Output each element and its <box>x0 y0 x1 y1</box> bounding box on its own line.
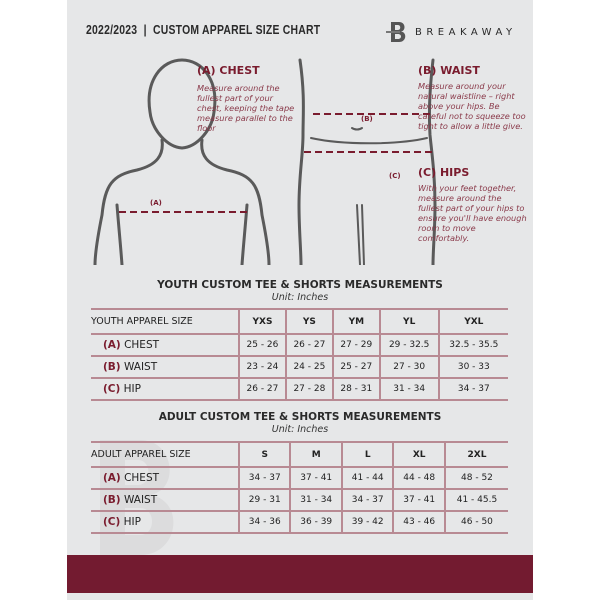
table-header-row: ADULT APPAREL SIZE S M L XL 2XL <box>91 441 508 468</box>
size-header: 2XL <box>443 441 508 468</box>
cell: 29 - 31 <box>237 489 291 512</box>
chest-marker: (A) <box>150 199 162 207</box>
size-header: M <box>289 441 342 468</box>
size-header: YXS <box>238 308 286 335</box>
cell: 41 - 44 <box>340 467 394 490</box>
breakaway-logo-icon <box>386 22 406 42</box>
cell: 34 - 36 <box>237 511 291 534</box>
footer-band <box>67 555 533 593</box>
row-label: (B) WAIST <box>91 356 239 379</box>
cell: 27 - 28 <box>284 378 333 401</box>
cell: 48 - 52 <box>443 467 508 490</box>
table-header-row: YOUTH APPAREL SIZE YXS YS YM YL YXL <box>91 308 508 335</box>
measure-lines <box>119 113 434 213</box>
page-title: 2022/2023 | CUSTOM APPAREL SIZE CHART <box>86 22 321 37</box>
cell: 46 - 50 <box>443 511 508 534</box>
cell: 37 - 41 <box>289 467 342 490</box>
hips-heading: (C) HIPS <box>418 166 470 179</box>
cell: 26 - 27 <box>284 334 333 357</box>
row-label: (B) WAIST <box>91 489 239 512</box>
cell: 26 - 27 <box>238 378 286 401</box>
brand-logo: BREAKAWAY <box>386 20 517 44</box>
size-header: YM <box>331 308 380 335</box>
hips-description: With your feet together, measure around … <box>418 183 527 243</box>
table-row: (B) WAIST 23 - 24 24 - 25 25 - 27 27 - 3… <box>91 356 508 379</box>
cell: 31 - 34 <box>378 378 439 401</box>
cell: 29 - 32.5 <box>378 334 439 357</box>
size-header: L <box>340 441 394 468</box>
size-header: YXL <box>437 308 508 335</box>
row-label: (C) HIP <box>91 511 239 534</box>
row-label: (C) HIP <box>91 378 239 401</box>
cell: 28 - 31 <box>331 378 380 401</box>
table-row: (C) HIP 26 - 27 27 - 28 28 - 31 31 - 34 … <box>91 378 508 401</box>
chest-description: Measure around the fullest part of your … <box>197 83 295 133</box>
table-row: (C) HIP 34 - 36 36 - 39 39 - 42 43 - 46 … <box>91 511 508 534</box>
waist-description: Measure around your natural waistline – … <box>418 81 526 131</box>
cell: 37 - 41 <box>392 489 445 512</box>
cell: 34 - 37 <box>340 489 394 512</box>
adult-table-title: ADULT CUSTOM TEE & SHORTS MEASUREMENTS <box>158 411 442 423</box>
header-label: ADULT APPAREL SIZE <box>91 441 239 468</box>
cell: 39 - 42 <box>340 511 394 534</box>
youth-size-table: YOUTH APPAREL SIZE YXS YS YM YL YXL (A) … <box>91 308 508 401</box>
cell: 25 - 26 <box>238 334 286 357</box>
cell: 43 - 46 <box>392 511 445 534</box>
cell: 32.5 - 35.5 <box>437 334 508 357</box>
hips-marker: (C) <box>389 172 401 180</box>
brand-name: BREAKAWAY <box>415 26 517 38</box>
cell: 31 - 34 <box>289 489 342 512</box>
cell: 25 - 27 <box>331 356 380 379</box>
cell: 34 - 37 <box>237 467 291 490</box>
cell: 36 - 39 <box>289 511 342 534</box>
adult-size-table: ADULT APPAREL SIZE S M L XL 2XL (A) CHES… <box>91 441 508 534</box>
row-label: (A) CHEST <box>91 334 239 357</box>
cell: 30 - 33 <box>437 356 508 379</box>
cell: 41 - 45.5 <box>443 489 508 512</box>
cell: 44 - 48 <box>392 467 445 490</box>
size-header: YL <box>378 308 439 335</box>
size-header: S <box>237 441 291 468</box>
cell: 23 - 24 <box>238 356 286 379</box>
table-row: (A) CHEST 34 - 37 37 - 41 41 - 44 44 - 4… <box>91 467 508 490</box>
size-header: YS <box>284 308 333 335</box>
header-label: YOUTH APPAREL SIZE <box>91 308 239 335</box>
adult-unit: Unit: Inches <box>271 424 329 435</box>
cell: 27 - 30 <box>378 356 439 379</box>
cell: 27 - 29 <box>331 334 380 357</box>
body-figures <box>93 58 437 265</box>
waist-heading: (B) WAIST <box>418 64 480 77</box>
youth-unit: Unit: Inches <box>271 292 329 303</box>
table-row: (A) CHEST 25 - 26 26 - 27 27 - 29 29 - 3… <box>91 334 508 357</box>
cell: 34 - 37 <box>437 378 508 401</box>
cell: 24 - 25 <box>284 356 333 379</box>
youth-table-title: YOUTH CUSTOM TEE & SHORTS MEASUREMENTS <box>157 279 443 291</box>
size-header: XL <box>392 441 445 468</box>
lower-body-figure <box>297 58 437 265</box>
row-label: (A) CHEST <box>91 467 239 490</box>
chest-heading: (A) CHEST <box>197 64 260 77</box>
waist-marker: (B) <box>361 115 373 123</box>
table-row: (B) WAIST 29 - 31 31 - 34 34 - 37 37 - 4… <box>91 489 508 512</box>
